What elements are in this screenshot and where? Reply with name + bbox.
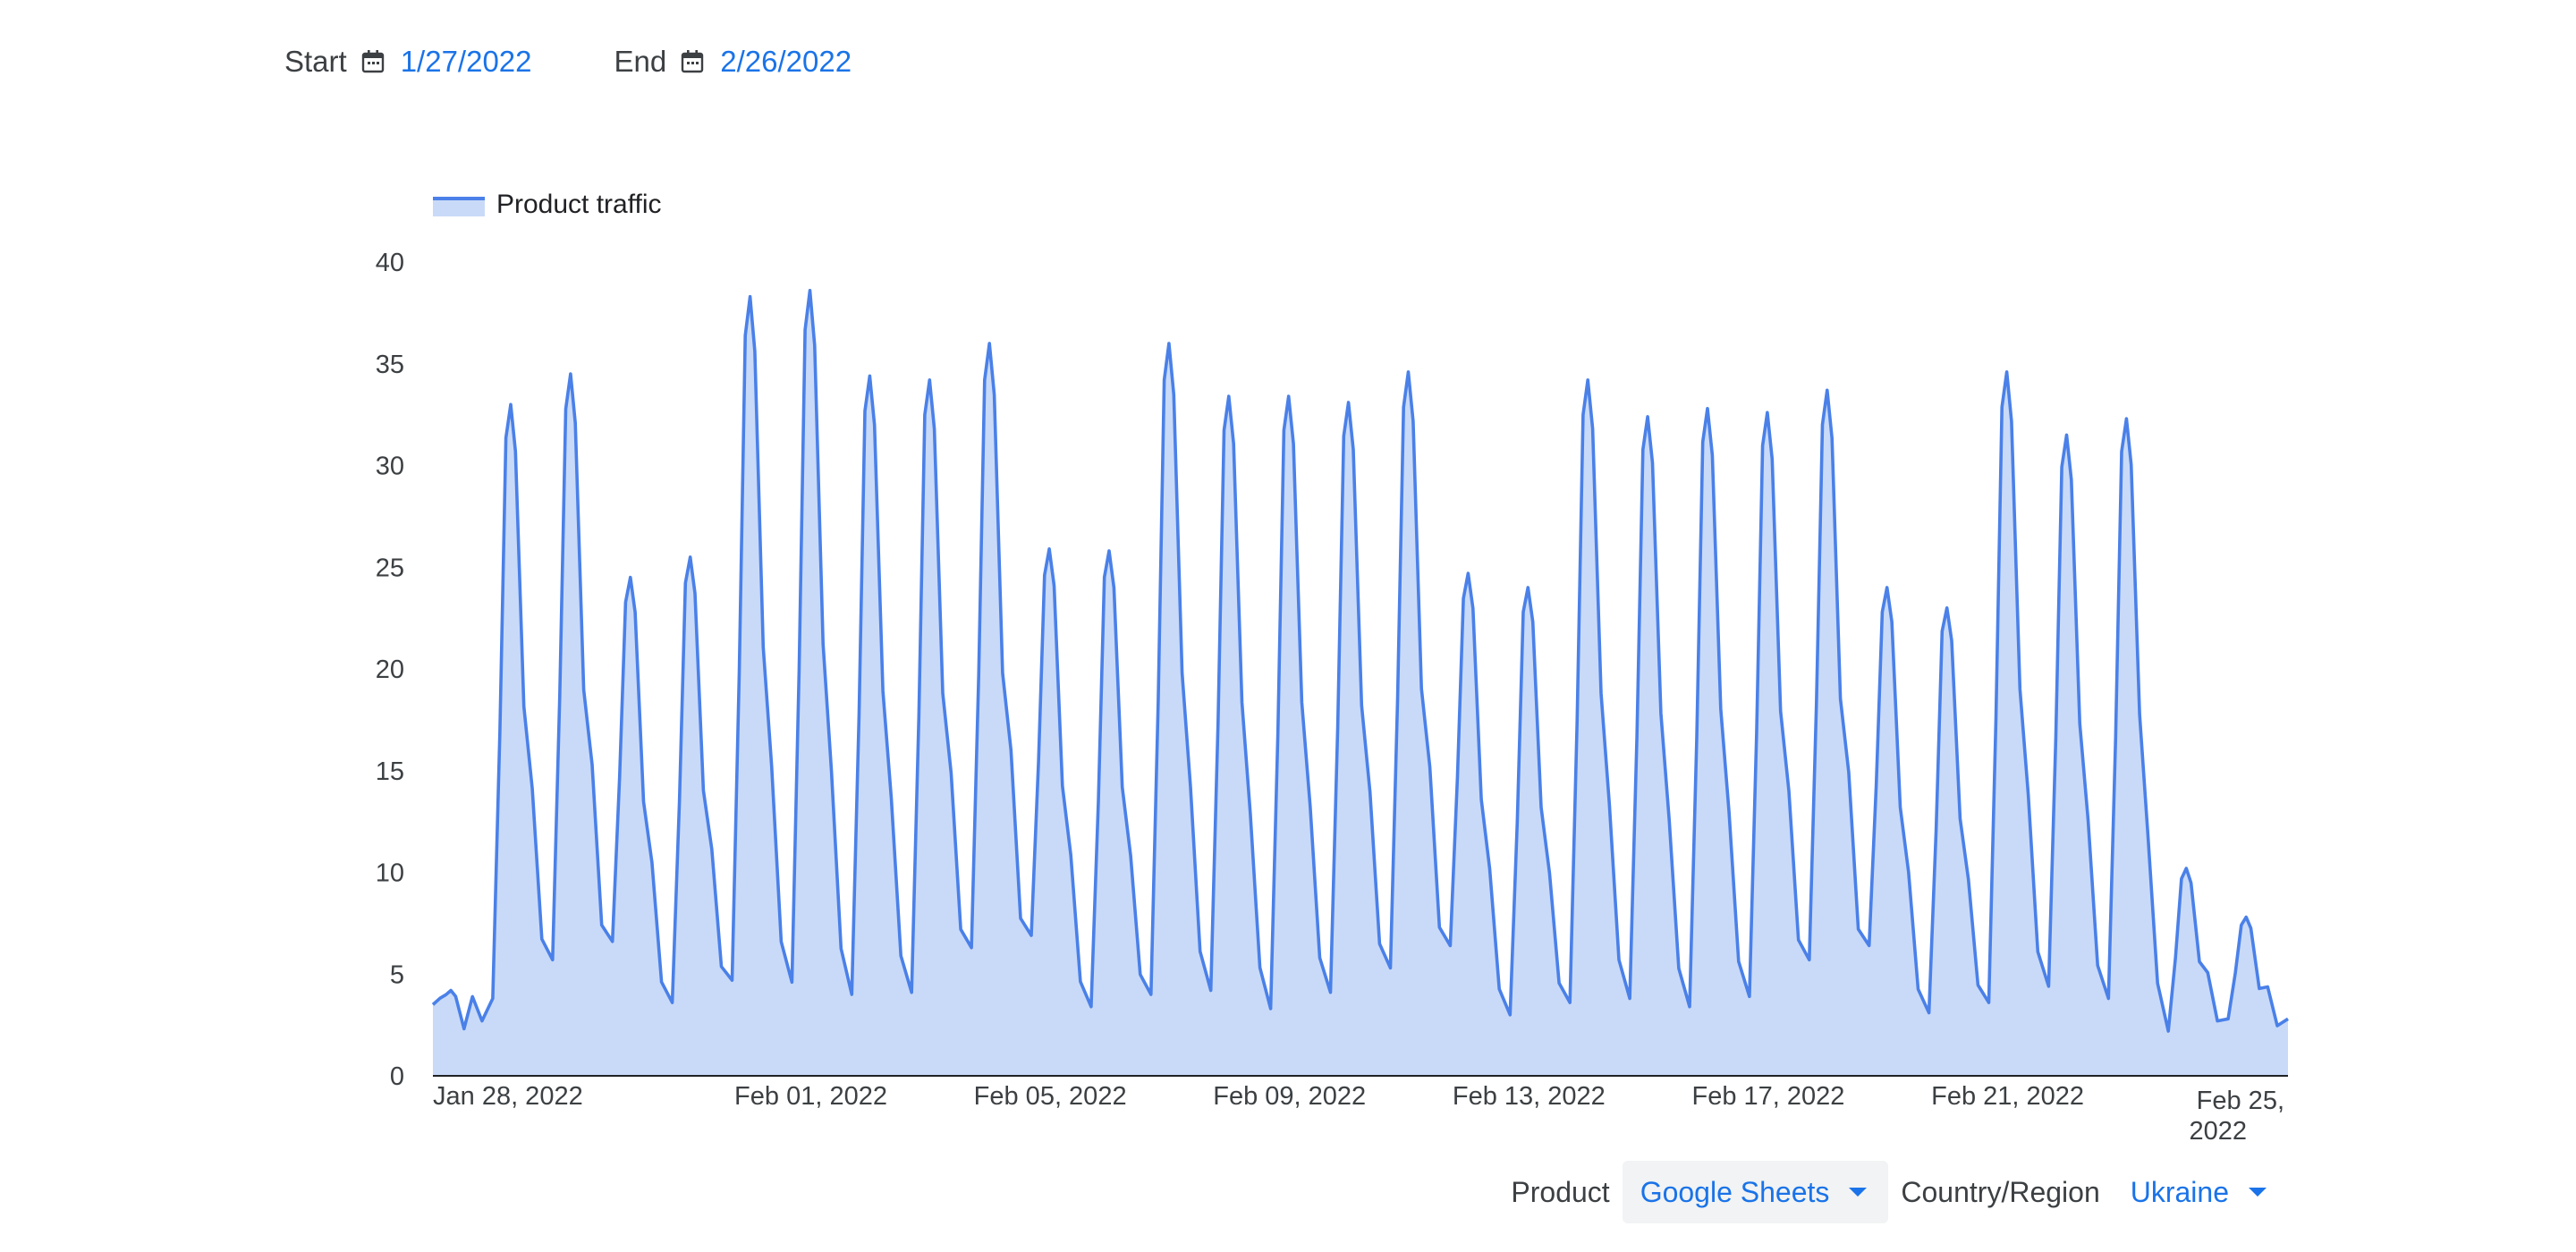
end-date-group: End 2/26/2022 <box>614 45 852 79</box>
region-label: Country/Region <box>1901 1175 2100 1208</box>
x-tick-label: Feb 09, 2022 <box>1213 1082 1366 1111</box>
start-date-group: Start 1/27/2022 <box>284 45 532 79</box>
date-range-bar: Start 1/27/2022 End <box>284 39 852 84</box>
chart-canvas: 0 5 10 15 20 25 30 35 40 Jan 28, 2022 Feb 01, 2022… <box>376 190 2289 1146</box>
calendar-icon[interactable] <box>361 49 385 74</box>
x-tick-label: Jan 28, 2022 <box>433 1082 583 1111</box>
x-tick-label: Feb 25, 2022 <box>2189 1087 2284 1146</box>
y-tick-label: 25 <box>376 554 404 582</box>
legend: Product traffic <box>433 190 662 219</box>
series-line <box>431 289 2289 1033</box>
y-tick-label: 40 <box>376 249 404 277</box>
end-label: End <box>614 45 667 78</box>
calendar-icon[interactable] <box>681 49 704 74</box>
x-tick-label: Feb 05, 2022 <box>974 1082 1127 1111</box>
filter-bar: Product Google Sheets Country/Region Ukr… <box>1511 1161 2288 1223</box>
y-tick-label: 10 <box>376 859 404 888</box>
product-value: Google Sheets <box>1640 1175 1830 1208</box>
legend-swatch <box>433 199 485 216</box>
end-date-value[interactable]: 2/26/2022 <box>720 45 852 78</box>
product-dropdown[interactable]: Google Sheets <box>1622 1161 1889 1223</box>
y-tick-label: 15 <box>376 757 404 786</box>
product-label: Product <box>1511 1175 1610 1208</box>
y-tick-label: 5 <box>390 960 404 989</box>
region-value: Ukraine <box>2130 1175 2229 1208</box>
caret-down-icon <box>1849 1188 1868 1197</box>
x-tick-label: Feb 21, 2022 <box>1931 1082 2084 1111</box>
x-tick-label: Feb 13, 2022 <box>1453 1082 1606 1111</box>
x-tick-label: Feb 17, 2022 <box>1692 1082 1845 1111</box>
y-tick-label: 35 <box>376 351 404 379</box>
y-tick-label: 0 <box>390 1062 404 1091</box>
traffic-chart: 0 5 10 15 20 25 30 35 40 Jan 28, 2022 Feb 01, 2022… <box>376 190 2289 1146</box>
start-label: Start <box>284 45 347 78</box>
start-date-value[interactable]: 1/27/2022 <box>400 45 532 78</box>
caret-down-icon <box>2249 1188 2267 1197</box>
y-tick-label: 30 <box>376 453 404 481</box>
region-dropdown[interactable]: Ukraine <box>2113 1161 2288 1223</box>
y-tick-label: 20 <box>376 656 404 684</box>
legend-label: Product traffic <box>496 190 662 219</box>
x-tick-label: Feb 01, 2022 <box>734 1082 887 1111</box>
